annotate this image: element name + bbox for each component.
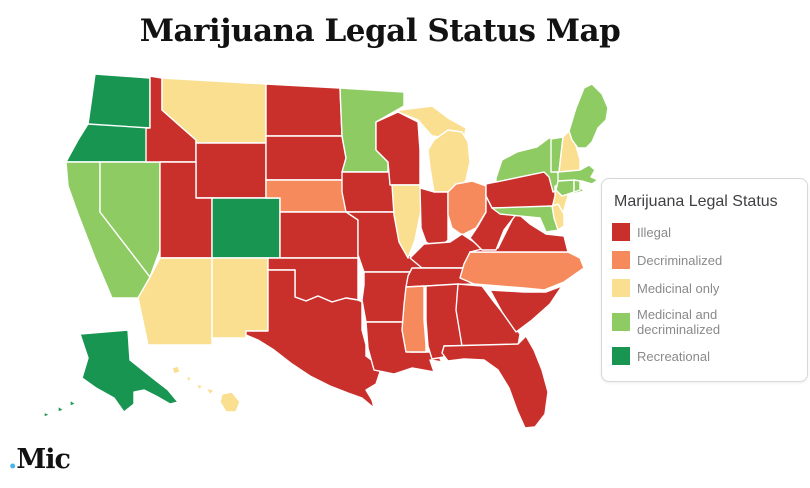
legend-item-label: Illegal — [637, 224, 671, 240]
state-hi[interactable] — [171, 365, 181, 375]
state-ak[interactable] — [43, 411, 51, 418]
state-me[interactable] — [568, 83, 609, 149]
state-or[interactable] — [65, 123, 151, 163]
legend-item-label: Medicinal only — [637, 280, 720, 296]
state-va[interactable] — [469, 211, 569, 253]
legend-title: Marijuana Legal Status — [614, 193, 778, 210]
state-co[interactable] — [211, 197, 281, 259]
legend-item: Medicinal and decriminalized — [612, 307, 797, 337]
state-ct[interactable] — [555, 179, 575, 197]
legend-swatch — [612, 279, 630, 297]
state-hi[interactable] — [195, 383, 204, 391]
state-ak[interactable] — [57, 405, 65, 413]
legend-item: Illegal — [612, 223, 797, 241]
legend-swatch — [612, 313, 630, 331]
state-ga[interactable] — [455, 283, 521, 347]
state-de[interactable] — [551, 203, 565, 231]
legend-item-label: Medicinal and decriminalized — [637, 307, 721, 337]
state-wy[interactable] — [195, 142, 267, 199]
state-sc[interactable] — [489, 285, 563, 333]
state-fl[interactable] — [441, 335, 549, 429]
state-ak[interactable] — [69, 399, 77, 407]
mic-logo-dot: . — [8, 444, 17, 475]
state-ms[interactable] — [401, 285, 427, 353]
legend-item-label: Decriminalized — [637, 252, 723, 268]
legend-item: Medicinal only — [612, 279, 797, 297]
mic-logo-text: Mic — [16, 444, 71, 475]
state-ri[interactable] — [573, 179, 581, 193]
mic-logo: .Mic — [8, 444, 71, 475]
legend-swatch — [612, 251, 630, 269]
state-nm[interactable] — [211, 257, 269, 339]
legend-swatch — [612, 223, 630, 241]
state-hi[interactable] — [185, 375, 193, 383]
legend-items: Illegal Decriminalized Medicinal only Medic… — [612, 223, 797, 365]
state-ak[interactable] — [79, 329, 179, 413]
state-mi[interactable] — [427, 129, 471, 193]
state-sd[interactable] — [265, 135, 347, 181]
state-tx[interactable] — [245, 269, 381, 409]
state-nc[interactable] — [459, 251, 585, 291]
legend: Marijuana Legal Status Illegal Decriminal… — [601, 178, 808, 382]
legend-item: Decriminalized — [612, 251, 797, 269]
legend-item: Recreational — [612, 347, 797, 365]
legend-swatch — [612, 347, 630, 365]
state-hi[interactable] — [219, 391, 241, 413]
page-title: Marijuana Legal Status Map — [139, 13, 621, 49]
legend-item-label: Recreational — [637, 348, 710, 364]
state-in[interactable] — [419, 187, 449, 251]
state-ks[interactable] — [279, 211, 359, 259]
state-hi[interactable] — [205, 387, 215, 396]
state-nd[interactable] — [265, 83, 343, 137]
state-wa[interactable] — [87, 73, 151, 131]
